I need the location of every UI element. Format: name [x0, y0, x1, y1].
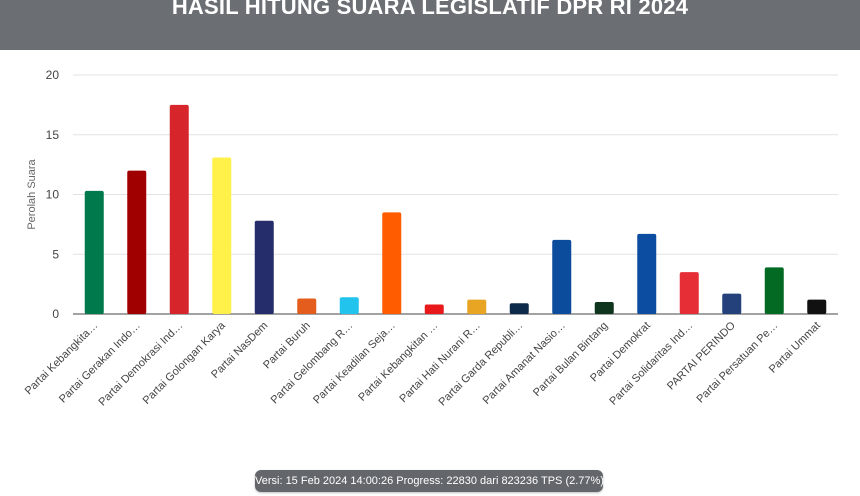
bar — [594, 302, 614, 314]
x-tick-label: Partai Bulan Bintang — [531, 320, 610, 399]
y-tick-label: 20 — [46, 68, 60, 82]
chart-title: HASIL HITUNG SUARA LEGISLATIF DPR RI 202… — [171, 0, 689, 19]
bar — [339, 297, 359, 314]
x-tick-label: Partai Hati Nurani R… — [397, 320, 482, 405]
bar — [169, 104, 189, 314]
bar — [509, 303, 529, 314]
bar — [637, 233, 657, 314]
bar — [764, 267, 784, 314]
bar — [467, 299, 487, 314]
bar — [127, 170, 147, 314]
x-tick-label: Partai Kebangkita… — [23, 320, 101, 398]
chart-header: HASIL HITUNG SUARA LEGISLATIF DPR RI 202… — [0, 0, 860, 50]
x-tick-label: Partai Gelombang R… — [269, 320, 356, 407]
y-axis-label: Perolah Suara — [26, 158, 38, 229]
y-tick-label: 5 — [52, 247, 59, 261]
x-tick-label: Partai Golongan Karya — [141, 319, 229, 407]
y-tick-label: 10 — [46, 188, 60, 202]
x-tick-label: Partai Gerakan Indo… — [57, 320, 143, 406]
x-tick-label: Partai Keadilan Seja… — [311, 320, 398, 407]
x-tick-label: Partai Amanat Nasio… — [481, 320, 568, 407]
bar — [212, 157, 232, 314]
y-tick-label: 0 — [52, 307, 59, 321]
bar — [722, 293, 742, 314]
bar — [552, 239, 572, 314]
x-tick-label: Partai Kebangkitan … — [356, 320, 440, 404]
bar — [297, 298, 317, 314]
x-tick-label: Partai Persatuan Pe… — [694, 320, 780, 406]
bar — [382, 212, 402, 314]
x-tick-label: Partai Demokrasi Ind… — [96, 320, 185, 409]
x-tick-label: Partai Solidaritas Ind… — [607, 320, 695, 408]
bar — [84, 190, 104, 314]
x-tick-label: Partai Garda Republi… — [436, 320, 525, 409]
version-progress-badge: Versi: 15 Feb 2024 14:00:26 Progress: 22… — [255, 470, 604, 492]
bar — [807, 299, 827, 314]
bar — [424, 304, 444, 314]
bar — [679, 272, 699, 314]
y-tick-label: 15 — [46, 128, 60, 142]
bar — [254, 220, 274, 314]
